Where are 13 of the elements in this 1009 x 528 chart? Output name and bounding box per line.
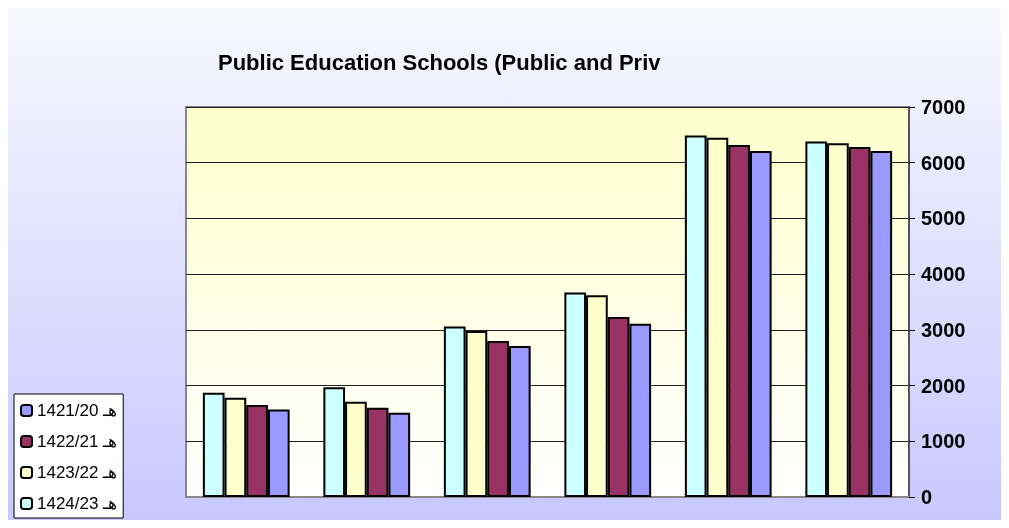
- y-tick-label: 6000: [921, 151, 966, 174]
- y-tick-label: 3000: [921, 318, 966, 341]
- y-tick-label: 7000: [921, 96, 966, 118]
- y-tick-label: 1000: [921, 430, 966, 453]
- legend-label: هـ 1422/21: [37, 432, 118, 451]
- legend-label: هـ 1421/20: [37, 401, 118, 420]
- y-tick-label: 4000: [921, 263, 966, 286]
- y-tick-label: 2000: [921, 374, 966, 397]
- chart-title: Public Education Schools (Public and Priv: [218, 49, 662, 75]
- legend-label: هـ 1423/22: [37, 463, 118, 482]
- y-tick-label: 5000: [921, 207, 966, 230]
- legend-label: هـ 1424/23: [37, 494, 118, 513]
- y-tick-label: 0: [921, 486, 933, 508]
